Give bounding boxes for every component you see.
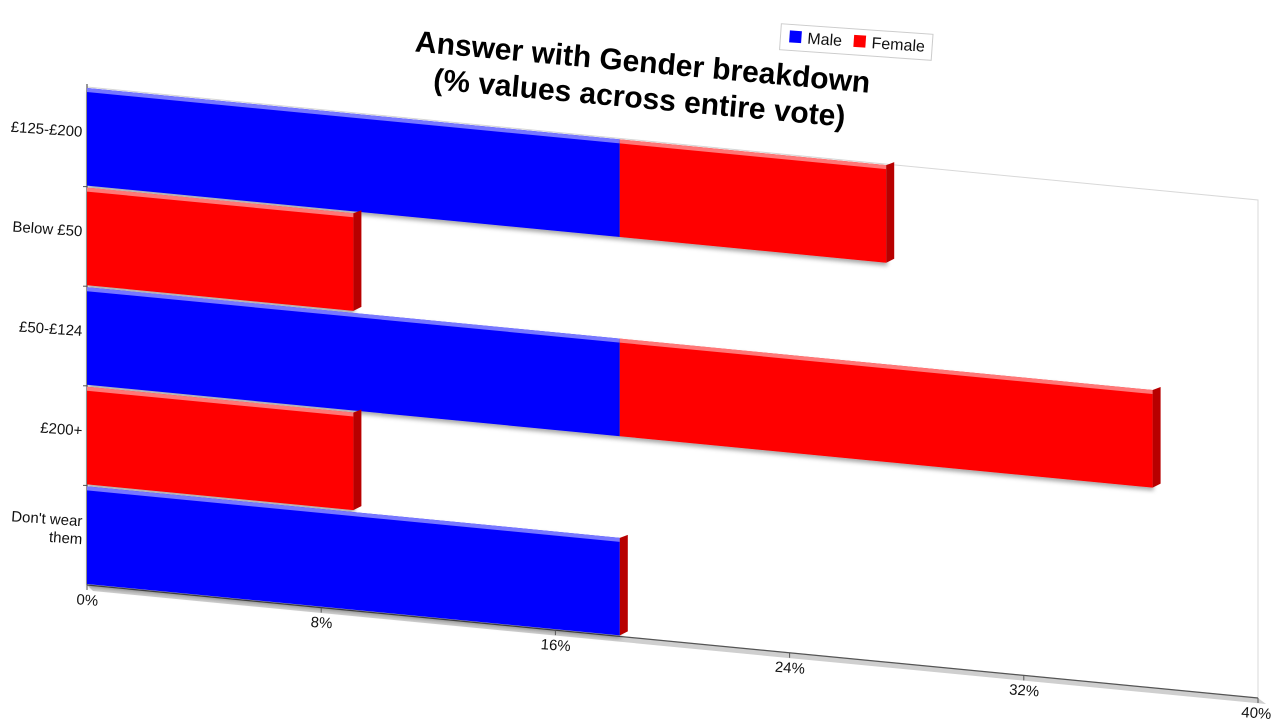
bar-segment[interactable] [87, 187, 362, 311]
category-label: them [48, 529, 82, 548]
legend-swatch [789, 30, 802, 44]
x-tick-label: 24% [774, 659, 805, 678]
value-axis-line [86, 584, 1259, 699]
legend-label[interactable]: Female [871, 35, 926, 56]
category-labels: £125-£200 Below £50 £50-£124 £200+ Don't wea… [10, 119, 83, 548]
x-tick-label: 16% [540, 636, 571, 655]
x-tick-label: 32% [1009, 681, 1040, 700]
bar-segment[interactable] [619, 338, 1161, 488]
bar-segment[interactable] [87, 88, 620, 238]
legend-swatch [853, 34, 867, 48]
bars [87, 88, 1161, 636]
category-label: Below £50 [12, 219, 83, 241]
x-tick-label: 8% [310, 614, 333, 632]
category-label: Don't wear [11, 508, 83, 530]
category-label: £125-£200 [10, 119, 83, 141]
legend-label[interactable]: Male [807, 31, 843, 50]
bar-segment[interactable] [87, 486, 628, 636]
x-tick-label: 0% [76, 591, 99, 609]
legend[interactable]: Male Female [779, 23, 934, 61]
bar-segment[interactable] [87, 287, 620, 437]
x-axis-ticks: 0% 8% 16% 24% 32% 40% [76, 585, 1272, 720]
category-label: £50-£124 [18, 319, 82, 340]
bar-segment[interactable] [619, 139, 895, 263]
x-tick-label: 40% [1241, 704, 1272, 720]
bar-segment[interactable] [87, 386, 362, 511]
category-label: £200+ [40, 420, 83, 440]
floor-shadow [87, 585, 1266, 704]
